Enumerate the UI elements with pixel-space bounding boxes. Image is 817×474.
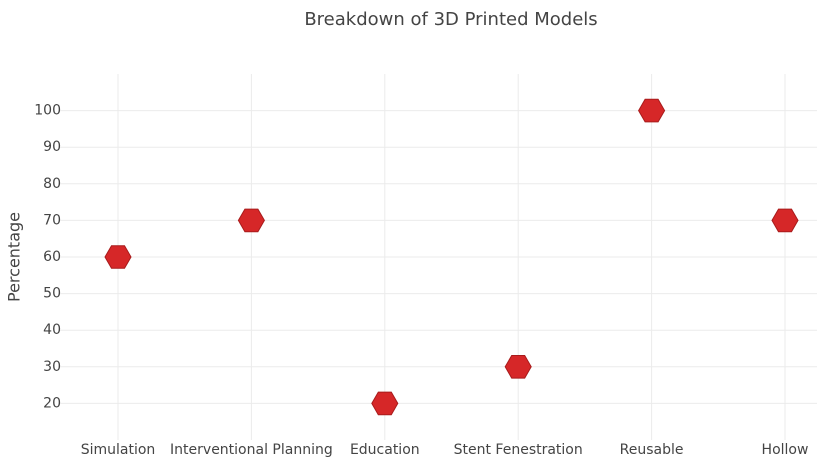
y-axis-label: Percentage [5,212,24,302]
x-tick-label: Hollow [762,442,809,458]
marker [771,208,799,233]
x-tick-label: Simulation [81,442,156,458]
y-tick-label: 70 [43,212,61,228]
y-tick-label: 60 [43,249,61,265]
y-tick-label: 100 [34,103,61,119]
x-tick-label: Education [350,442,420,458]
marker [104,245,132,269]
y-tick-label: 90 [43,139,61,155]
y-tick-label: 30 [43,359,61,375]
chart-title: Breakdown of 3D Printed Models [304,9,597,30]
y-tick-label: 80 [43,176,61,192]
y-tick-label: 50 [43,286,61,302]
x-tick-label: Interventional Planning [170,442,333,458]
y-tick-label: 20 [43,395,61,411]
x-tick-label: Stent Fenestration [454,442,583,458]
y-tick-label: 40 [43,322,61,338]
marker [371,391,399,416]
marker [237,208,265,233]
marker [504,355,532,379]
marker [638,98,666,123]
x-tick-label: Reusable [620,442,684,458]
